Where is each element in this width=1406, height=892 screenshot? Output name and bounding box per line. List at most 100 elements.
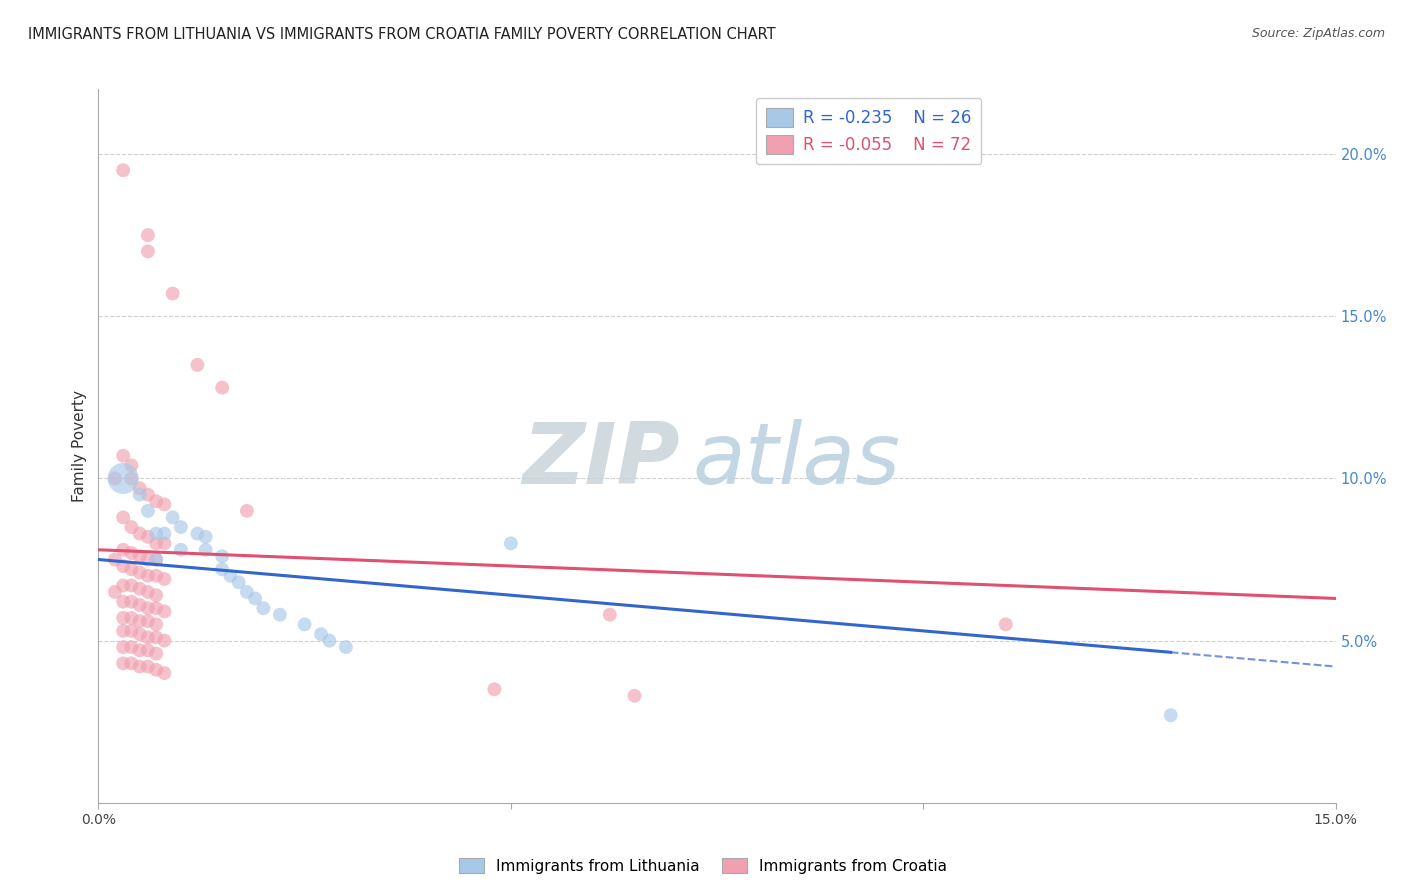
Point	[128, 488, 150, 502]
Point	[145, 631, 167, 645]
Point	[994, 617, 1017, 632]
Point	[112, 542, 135, 557]
Point	[145, 552, 167, 566]
Point	[243, 591, 266, 606]
Point	[186, 358, 208, 372]
Point	[186, 526, 208, 541]
Point	[104, 471, 127, 485]
Point	[120, 640, 142, 654]
Point	[112, 624, 135, 638]
Point	[145, 536, 167, 550]
Point	[145, 526, 167, 541]
Point	[211, 549, 233, 564]
Point	[294, 617, 316, 632]
Point	[112, 657, 135, 671]
Point	[170, 542, 193, 557]
Point	[219, 568, 242, 582]
Text: atlas: atlas	[692, 418, 900, 502]
Point	[136, 585, 159, 599]
Point	[170, 520, 193, 534]
Point	[1160, 708, 1182, 723]
Point	[153, 526, 176, 541]
Point	[269, 607, 291, 622]
Point	[112, 163, 135, 178]
Point	[120, 471, 142, 485]
Point	[112, 595, 135, 609]
Point	[252, 601, 274, 615]
Point	[145, 494, 167, 508]
Point	[153, 572, 176, 586]
Point	[236, 585, 259, 599]
Point	[194, 530, 217, 544]
Point	[136, 601, 159, 615]
Point	[112, 611, 135, 625]
Point	[120, 562, 142, 576]
Point	[104, 552, 127, 566]
Text: ZIP: ZIP	[522, 418, 681, 502]
Point	[136, 504, 159, 518]
Point	[136, 614, 159, 628]
Point	[145, 663, 167, 677]
Point	[120, 657, 142, 671]
Point	[120, 546, 142, 560]
Point	[112, 559, 135, 574]
Point	[162, 286, 184, 301]
Point	[145, 588, 167, 602]
Point	[128, 566, 150, 580]
Point	[120, 624, 142, 638]
Point	[145, 647, 167, 661]
Point	[112, 640, 135, 654]
Point	[211, 562, 233, 576]
Point	[153, 633, 176, 648]
Point	[145, 617, 167, 632]
Legend: R = -0.235    N = 26, R = -0.055    N = 72: R = -0.235 N = 26, R = -0.055 N = 72	[756, 97, 981, 164]
Point	[128, 643, 150, 657]
Point	[335, 640, 357, 654]
Point	[136, 631, 159, 645]
Point	[136, 244, 159, 259]
Point	[104, 585, 127, 599]
Point	[623, 689, 645, 703]
Point	[136, 552, 159, 566]
Point	[194, 542, 217, 557]
Point	[128, 549, 150, 564]
Point	[112, 471, 135, 485]
Point	[112, 510, 135, 524]
Point	[309, 627, 332, 641]
Point	[136, 488, 159, 502]
Point	[318, 633, 340, 648]
Point	[145, 568, 167, 582]
Point	[599, 607, 621, 622]
Point	[153, 604, 176, 618]
Point	[128, 481, 150, 495]
Point	[128, 598, 150, 612]
Point	[153, 666, 176, 681]
Point	[211, 381, 233, 395]
Y-axis label: Family Poverty: Family Poverty	[72, 390, 87, 502]
Point	[112, 578, 135, 592]
Point	[136, 568, 159, 582]
Point	[128, 526, 150, 541]
Point	[145, 601, 167, 615]
Text: IMMIGRANTS FROM LITHUANIA VS IMMIGRANTS FROM CROATIA FAMILY POVERTY CORRELATION : IMMIGRANTS FROM LITHUANIA VS IMMIGRANTS …	[28, 27, 776, 42]
Point	[120, 611, 142, 625]
Point	[145, 552, 167, 566]
Point	[136, 228, 159, 243]
Point	[228, 575, 250, 590]
Point	[153, 497, 176, 511]
Point	[120, 578, 142, 592]
Point	[153, 536, 176, 550]
Point	[128, 627, 150, 641]
Point	[112, 449, 135, 463]
Point	[120, 458, 142, 473]
Point	[136, 643, 159, 657]
Point	[499, 536, 522, 550]
Point	[136, 659, 159, 673]
Point	[136, 530, 159, 544]
Point	[484, 682, 506, 697]
Point	[162, 510, 184, 524]
Legend: Immigrants from Lithuania, Immigrants from Croatia: Immigrants from Lithuania, Immigrants fr…	[453, 852, 953, 880]
Point	[128, 582, 150, 596]
Point	[120, 595, 142, 609]
Point	[120, 520, 142, 534]
